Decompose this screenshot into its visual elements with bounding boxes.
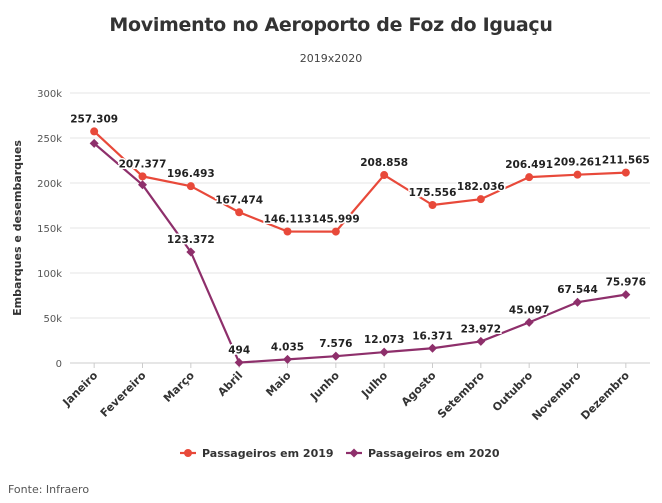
- data-label-1-0: 257.309: [70, 113, 118, 125]
- y-tick-label-1: 50k: [43, 314, 62, 325]
- data-label-1-4: 146.113: [264, 213, 312, 225]
- point-1-6[interactable]: [380, 171, 389, 180]
- series-1: [90, 127, 630, 236]
- point-1-8[interactable]: [476, 195, 485, 204]
- y-tick-label-2: 100k: [37, 269, 62, 280]
- x-tick-label-7: Agosto: [399, 369, 439, 409]
- data-label-1-5: 145.999: [312, 214, 360, 226]
- line-chart: 0 50k 100k 150k 200k 250k 300k JaneiroFevereir…: [11, 89, 651, 460]
- point-2-10[interactable]: [573, 297, 582, 307]
- data-label-2-6: 12.073: [364, 334, 405, 346]
- point-2-8[interactable]: [476, 336, 486, 346]
- point-2-6[interactable]: [379, 347, 389, 357]
- x-tick-label-1: Fevereiro: [98, 369, 149, 420]
- point-1-2[interactable]: [186, 182, 195, 191]
- point-1-9[interactable]: [525, 173, 534, 182]
- chart-subtitle: 2019x2020: [299, 52, 363, 65]
- x-tick-label-4: Maio: [263, 369, 294, 400]
- point-1-7[interactable]: [428, 200, 437, 209]
- x-tick-label-11: Dezembro: [578, 369, 632, 423]
- legend-label-2: Passageiros em 2020: [368, 447, 500, 460]
- y-tick-label-4: 200k: [37, 179, 62, 190]
- x-tick-label-2: Março: [161, 369, 197, 405]
- point-2-7[interactable]: [428, 343, 437, 353]
- y-axis-label: Embarques e desembarques: [11, 140, 24, 316]
- legend-label-1: Passageiros em 2019: [202, 447, 334, 460]
- x-tick-label-10: Novembro: [529, 369, 584, 424]
- y-tick-label-6: 300k: [37, 89, 62, 100]
- point-2-5[interactable]: [331, 351, 341, 361]
- data-label-2-11: 75.976: [606, 277, 647, 289]
- point-2-1[interactable]: [138, 180, 147, 190]
- data-label-1-11: 211.565: [602, 155, 650, 167]
- point-2-9[interactable]: [524, 317, 534, 327]
- x-tick-label-8: Setembro: [435, 369, 487, 421]
- y-tick-label-3: 150k: [37, 224, 62, 235]
- legend: Passageiros em 2019 Passageiros em 2020: [180, 447, 500, 460]
- series-line-1: [93, 130, 626, 233]
- data-label-2-2: 123.372: [167, 234, 215, 246]
- data-label-1-3: 167.474: [215, 194, 263, 206]
- point-2-2[interactable]: [186, 247, 196, 257]
- data-label-2-9: 45.097: [509, 304, 550, 316]
- data-label-2-10: 67.544: [557, 284, 598, 296]
- x-tick-label-0: Janeiro: [60, 369, 101, 410]
- point-1-4[interactable]: [283, 227, 292, 236]
- series-line-2: [93, 142, 627, 364]
- data-label-1-10: 209.261: [554, 157, 602, 169]
- point-1-5[interactable]: [331, 227, 340, 236]
- data-label-1-8: 182.036: [457, 181, 505, 193]
- point-1-3[interactable]: [235, 208, 244, 217]
- series-2: [89, 138, 631, 368]
- source-note: Fonte: Infraero: [8, 483, 90, 496]
- legend-marker-1: [184, 449, 192, 457]
- point-2-0[interactable]: [89, 138, 99, 148]
- y-tick-label-5: 250k: [37, 134, 62, 145]
- data-label-2-4: 4.035: [271, 341, 304, 353]
- point-2-4[interactable]: [283, 354, 292, 364]
- data-label-2-8: 23.972: [461, 323, 502, 335]
- legend-item-1[interactable]: Passageiros em 2019: [180, 447, 334, 460]
- data-label-1-2: 196.493: [167, 168, 215, 180]
- point-1-1[interactable]: [138, 172, 147, 181]
- point-2-11[interactable]: [621, 290, 631, 300]
- data-label-1-7: 175.556: [409, 187, 457, 199]
- series: [89, 127, 631, 368]
- point-1-11[interactable]: [621, 168, 630, 177]
- legend-item-2[interactable]: Passageiros em 2020: [346, 447, 500, 460]
- data-label-2-7: 16.371: [412, 330, 453, 342]
- y-tick-label-0: 0: [56, 359, 62, 370]
- grid-lines: [70, 92, 650, 364]
- x-tick-label-3: Abril: [215, 369, 245, 399]
- legend-marker-2: [349, 448, 359, 458]
- data-label-1-9: 206.491: [505, 159, 553, 171]
- point-1-10[interactable]: [573, 170, 582, 179]
- data-label-1-6: 208.858: [360, 157, 408, 169]
- point-1-0[interactable]: [90, 127, 99, 136]
- x-tick-label-6: Julho: [358, 369, 390, 401]
- chart-title: Movimento no Aeroporto de Foz do Iguaçu: [109, 14, 553, 36]
- data-label-2-3: 494: [228, 345, 250, 357]
- data-label-1-1: 207.377: [119, 158, 167, 170]
- data-label-2-5: 7.576: [319, 338, 352, 350]
- x-tick-label-9: Outubro: [490, 369, 536, 415]
- y-tick-labels: 0 50k 100k 150k 200k 250k 300k: [37, 89, 62, 370]
- x-tick-label-5: Junho: [307, 369, 342, 404]
- point-2-3[interactable]: [234, 358, 244, 368]
